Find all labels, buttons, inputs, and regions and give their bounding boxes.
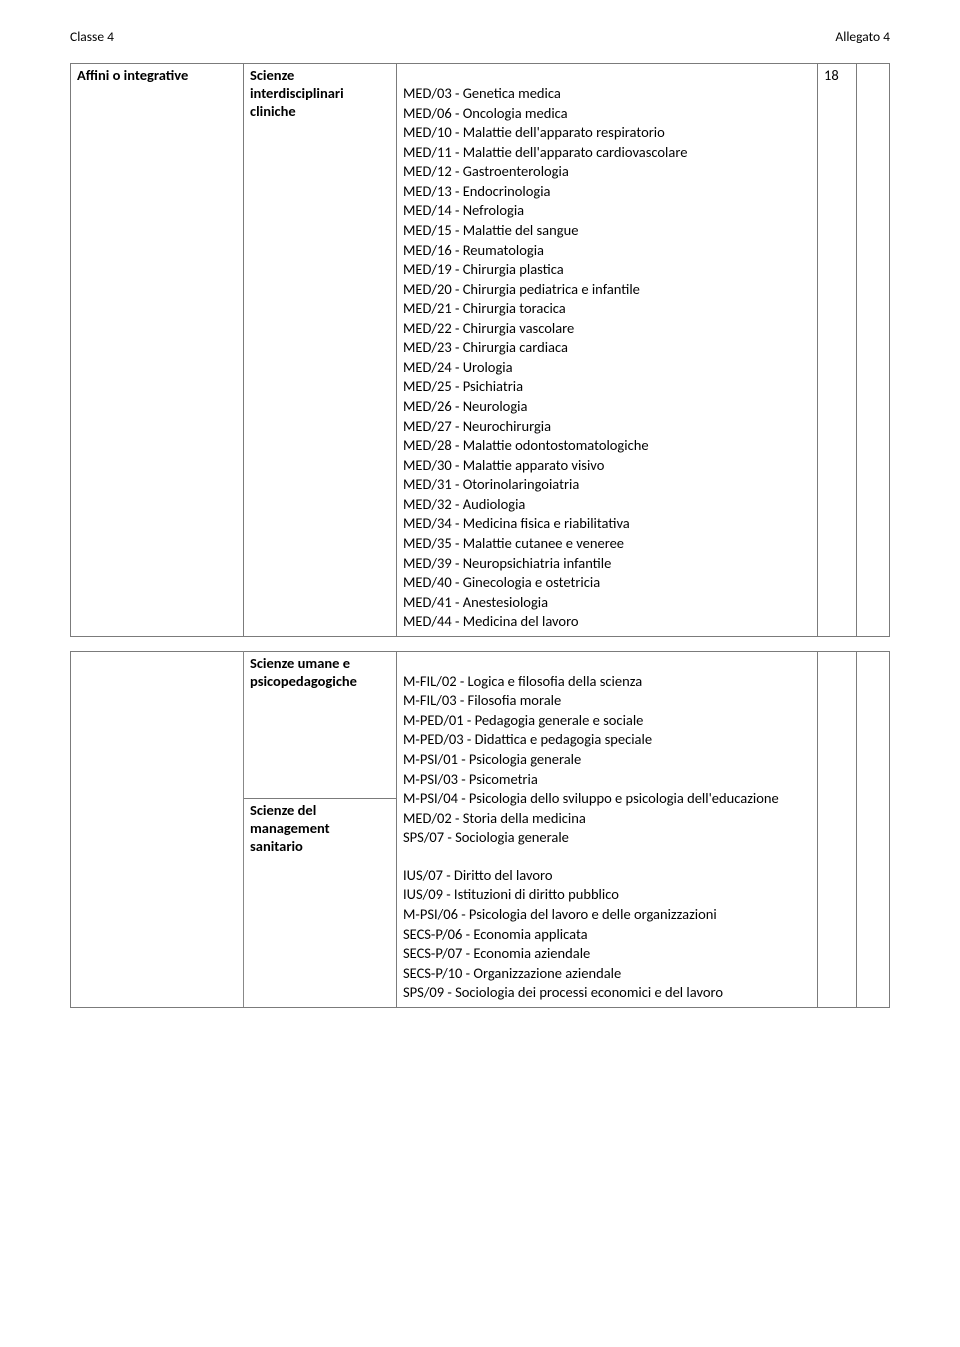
cell-group-umane: Scienze umane e psicopedagogiche: [244, 651, 397, 798]
cell-credits-empty: [818, 651, 857, 1007]
table-affini: Affini o integrative Scienze interdiscip…: [70, 63, 890, 637]
subject-item: MED/32 - Audiologia: [403, 495, 811, 515]
subject-item: M-PED/03 - Didattica e pedagogia special…: [403, 730, 811, 750]
cell-subjects-list-2: M-FIL/02 - Logica e filosofia della scie…: [397, 651, 818, 1007]
subject-item: MED/22 - Chirurgia vascolare: [403, 319, 811, 339]
cell-category: Affini o integrative: [71, 64, 244, 637]
subject-item: M-PSI/03 - Psicometria: [403, 770, 811, 790]
subject-item: M-PSI/04 - Psicologia dello sviluppo e p…: [403, 789, 811, 809]
subject-item: MED/21 - Chirurgia toracica: [403, 299, 811, 319]
subject-item: MED/31 - Otorinolaringoiatria: [403, 475, 811, 495]
subject-item: MED/34 - Medicina fisica e riabilitativa: [403, 514, 811, 534]
subject-item: MED/39 - Neuropsichiatria infantile: [403, 554, 811, 574]
subject-item: SECS-P/10 - Organizzazione aziendale: [403, 964, 811, 984]
cell-subjects-list: MED/03 - Genetica medicaMED/06 - Oncolog…: [397, 64, 818, 637]
table-scienze-umane: Scienze umane e psicopedagogiche M-FIL/0…: [70, 651, 890, 1008]
subject-item: MED/20 - Chirurgia pediatrica e infantil…: [403, 280, 811, 300]
subject-item: M-PSI/01 - Psicologia generale: [403, 750, 811, 770]
subject-item: MED/15 - Malattie del sangue: [403, 221, 811, 241]
subject-item: M-PED/01 - Pedagogia generale e sociale: [403, 711, 811, 731]
subject-item: M-FIL/03 - Filosofia morale: [403, 691, 811, 711]
subject-item: MED/30 - Malattie apparato visivo: [403, 456, 811, 476]
subject-item: MED/41 - Anestesiologia: [403, 593, 811, 613]
subject-item: MED/26 - Neurologia: [403, 397, 811, 417]
subject-item: M-FIL/02 - Logica e filosofia della scie…: [403, 672, 811, 692]
subject-item: MED/14 - Nefrologia: [403, 201, 811, 221]
subject-item: MED/11 - Malattie dell'apparato cardiova…: [403, 143, 811, 163]
subject-item: MED/13 - Endocrinologia: [403, 182, 811, 202]
subject-item: MED/35 - Malattie cutanee e veneree: [403, 534, 811, 554]
subject-item: MED/19 - Chirurgia plastica: [403, 260, 811, 280]
subject-item: MED/27 - Neurochirurgia: [403, 417, 811, 437]
subject-item: MED/44 - Medicina del lavoro: [403, 612, 811, 632]
header-right: Allegato 4: [835, 28, 890, 45]
header-left: Classe 4: [70, 28, 114, 45]
subject-item: MED/03 - Genetica medica: [403, 84, 811, 104]
cell-credits: 18: [818, 64, 857, 637]
cell-empty: [857, 64, 890, 637]
subject-item: MED/10 - Malattie dell'apparato respirat…: [403, 123, 811, 143]
cell-empty-2: [857, 651, 890, 1007]
subject-item: IUS/09 - Istituzioni di diritto pubblico: [403, 885, 811, 905]
cell-category-empty: [71, 651, 244, 1007]
subject-item: SPS/09 - Sociologia dei processi economi…: [403, 983, 811, 1003]
subject-item: MED/12 - Gastroenterologia: [403, 162, 811, 182]
page-header: Classe 4 Allegato 4: [70, 28, 890, 45]
subject-item: MED/23 - Chirurgia cardiaca: [403, 338, 811, 358]
cell-group-management: Scienze del management sanitario: [244, 798, 397, 1007]
subject-item: SECS-P/07 - Economia aziendale: [403, 944, 811, 964]
subject-item: MED/40 - Ginecologia e ostetricia: [403, 573, 811, 593]
subject-item: IUS/07 - Diritto del lavoro: [403, 866, 811, 886]
cell-discipline-group: Scienze interdisciplinari cliniche: [244, 64, 397, 637]
subject-item: MED/28 - Malattie odontostomatologiche: [403, 436, 811, 456]
subject-item: MED/25 - Psichiatria: [403, 377, 811, 397]
subject-item: SECS-P/06 - Economia applicata: [403, 925, 811, 945]
subject-item: MED/02 - Storia della medicina: [403, 809, 811, 829]
subject-item: MED/24 - Urologia: [403, 358, 811, 378]
subject-item: M-PSI/06 - Psicologia del lavoro e delle…: [403, 905, 811, 925]
subject-item: SPS/07 - Sociologia generale: [403, 828, 811, 848]
subject-item: MED/16 - Reumatologia: [403, 241, 811, 261]
subject-item: MED/06 - Oncologia medica: [403, 104, 811, 124]
